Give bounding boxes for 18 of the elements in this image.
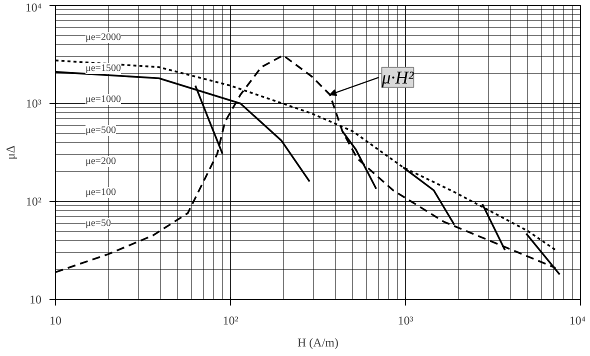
annotation: μe=1500 <box>86 63 121 74</box>
annotation: μe=2000 <box>86 32 121 43</box>
annotation: μe=100 <box>86 187 116 198</box>
annotation: μe=50 <box>86 218 111 229</box>
annotation: μe=200 <box>86 156 116 167</box>
annotation: μe=1000 <box>86 94 121 105</box>
y-tick-label: 10 <box>30 292 42 306</box>
y-tick-label: 10⁴ <box>25 0 42 14</box>
annotation: μ·H² <box>380 67 414 88</box>
x-tick-label: 10⁴ <box>569 314 586 328</box>
x-tick-label: 10² <box>222 314 239 328</box>
annotation: μe=500 <box>86 125 116 136</box>
x-tick-label: 10 <box>50 314 62 328</box>
x-tick-label: 10³ <box>398 314 414 328</box>
x-axis-title: H (A/m) <box>298 336 339 350</box>
y-tick-label: 10³ <box>26 96 42 110</box>
y-tick-label: 10² <box>26 194 42 208</box>
y-axis-title: μΔ <box>3 145 18 160</box>
